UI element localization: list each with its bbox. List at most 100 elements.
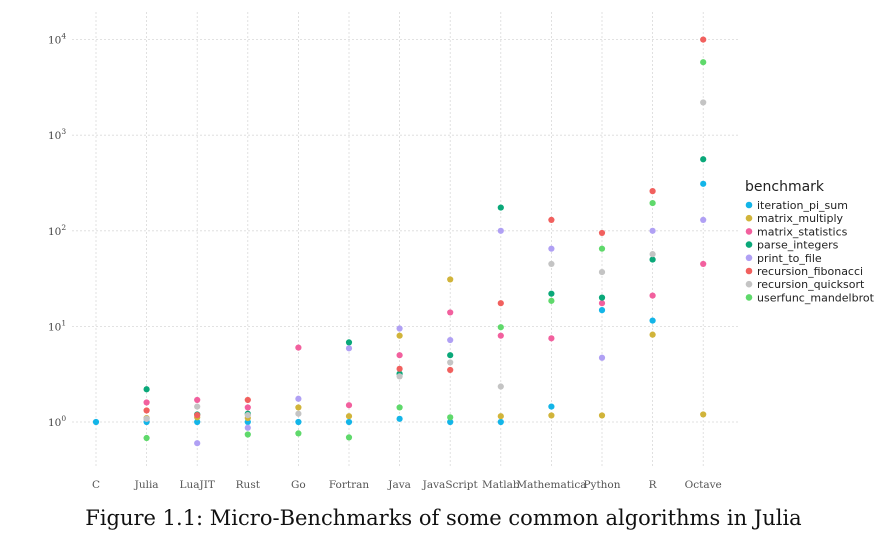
data-point-recursion-fibonacci <box>548 216 555 224</box>
data-point-print-to-file <box>295 395 302 402</box>
data-point-recursion-quicksort <box>700 99 707 106</box>
data-point-iteration-pi-sum <box>295 418 302 426</box>
x-tick-label: JavaScript <box>422 479 479 491</box>
data-point-matrix-statistics <box>194 396 201 404</box>
data-point-iteration-pi-sum <box>447 418 454 426</box>
legend-label: recursion_fibonacci <box>757 265 863 278</box>
data-point-userfunc-mandelbrot <box>295 430 302 437</box>
legend-label: matrix_multiply <box>757 212 844 225</box>
legend-label: recursion_quicksort <box>757 278 865 291</box>
data-point-userfunc-mandelbrot <box>396 404 403 411</box>
legend-label: parse_integers <box>757 239 839 252</box>
data-point-print-to-file <box>497 227 504 234</box>
data-point-recursion-fibonacci <box>447 366 454 374</box>
legend-swatch <box>745 267 753 275</box>
data-point-print-to-file <box>700 216 707 224</box>
data-point-parse-integers <box>598 294 606 301</box>
x-tick-label: Matlab <box>482 479 520 491</box>
legend-swatch <box>745 228 753 235</box>
legend-swatch <box>745 241 753 248</box>
data-point-parse-integers <box>649 256 656 263</box>
data-point-userfunc-mandelbrot <box>143 434 150 442</box>
data-point-recursion-quicksort <box>548 260 555 268</box>
data-point-recursion-quicksort <box>649 251 656 258</box>
data-point-print-to-file <box>598 354 606 361</box>
data-points <box>92 36 707 447</box>
data-point-iteration-pi-sum <box>92 418 100 426</box>
x-tick-label: Go <box>291 479 306 491</box>
data-point-matrix-multiply <box>497 413 504 420</box>
figure-caption: Figure 1.1: Micro-Benchmarks of some com… <box>85 506 802 530</box>
legend-swatch <box>745 280 753 288</box>
x-tick-label: Java <box>387 479 411 491</box>
data-point-matrix-multiply <box>598 412 606 419</box>
data-point-recursion-fibonacci <box>244 396 251 404</box>
data-point-print-to-file <box>396 325 403 332</box>
legend-label: iteration_pi_sum <box>757 199 848 212</box>
data-point-print-to-file <box>447 336 454 344</box>
x-tick-label: Octave <box>685 479 722 491</box>
data-point-recursion-fibonacci <box>649 188 656 195</box>
benchmark-scatter-chart: 100 101 102 103 104 C Julia LuaJIT Rust Go Fortra… <box>48 12 875 491</box>
y-tick-label: 104 <box>48 32 66 47</box>
data-point-matrix-statistics <box>244 404 251 411</box>
data-point-userfunc-mandelbrot <box>447 414 454 421</box>
y-tick-label: 102 <box>48 223 66 238</box>
data-point-userfunc-mandelbrot <box>598 245 606 252</box>
data-point-print-to-file <box>548 245 555 252</box>
data-point-recursion-fibonacci <box>598 229 606 237</box>
grid-lines <box>72 12 740 468</box>
data-point-matrix-statistics <box>295 344 302 351</box>
data-point-recursion-quicksort <box>143 415 150 422</box>
y-tick-label: 103 <box>48 127 66 142</box>
data-point-recursion-quicksort <box>497 383 504 390</box>
data-point-matrix-statistics <box>497 332 504 339</box>
data-point-matrix-statistics <box>548 335 555 342</box>
data-point-matrix-statistics <box>143 399 150 406</box>
data-point-print-to-file <box>345 345 353 352</box>
data-point-iteration-pi-sum <box>497 418 504 426</box>
data-point-recursion-quicksort <box>244 412 251 419</box>
data-point-parse-integers <box>700 156 707 163</box>
data-point-parse-integers <box>447 352 454 359</box>
data-point-userfunc-mandelbrot <box>700 59 707 66</box>
data-point-recursion-fibonacci <box>497 300 504 307</box>
data-point-userfunc-mandelbrot <box>345 434 353 441</box>
data-point-recursion-quicksort <box>295 410 302 417</box>
x-axis-ticks: C Julia LuaJIT Rust Go Fortran Java JavaScript M… <box>92 479 722 491</box>
data-point-matrix-multiply <box>447 276 454 283</box>
x-tick-label: Julia <box>134 479 159 491</box>
x-tick-label: LuaJIT <box>180 479 215 491</box>
legend-swatch <box>745 201 753 209</box>
data-point-matrix-multiply <box>396 332 403 339</box>
y-tick-label: 100 <box>48 414 66 429</box>
x-tick-label: Fortran <box>329 479 370 491</box>
data-point-recursion-fibonacci <box>396 365 403 372</box>
data-point-iteration-pi-sum <box>649 317 656 324</box>
data-point-iteration-pi-sum <box>345 418 353 426</box>
y-tick-label: 101 <box>48 318 66 333</box>
y-axis-ticks: 100 101 102 103 104 <box>48 32 66 429</box>
data-point-recursion-quicksort <box>396 373 403 380</box>
data-point-print-to-file <box>194 440 201 447</box>
x-tick-label: R <box>649 479 658 491</box>
legend: benchmark iteration_pi_summatrix_multipl… <box>745 179 875 304</box>
data-point-iteration-pi-sum <box>548 403 555 410</box>
data-point-iteration-pi-sum <box>396 415 403 422</box>
legend-swatch <box>745 294 753 301</box>
legend-label: print_to_file <box>757 252 822 265</box>
data-point-matrix-multiply <box>295 404 302 411</box>
data-point-print-to-file <box>649 227 656 234</box>
data-point-matrix-multiply <box>345 413 353 420</box>
legend-swatch <box>745 254 753 262</box>
legend-label: userfunc_mandelbrot <box>757 291 875 304</box>
data-point-parse-integers <box>548 290 555 297</box>
data-point-iteration-pi-sum <box>598 307 606 314</box>
data-point-iteration-pi-sum <box>700 180 707 187</box>
data-point-recursion-quicksort <box>447 359 454 366</box>
data-point-matrix-statistics <box>396 352 403 359</box>
x-tick-label: C <box>92 479 100 491</box>
data-point-userfunc-mandelbrot <box>497 324 504 331</box>
legend-label: matrix_statistics <box>757 225 848 238</box>
data-point-recursion-fibonacci <box>143 407 150 414</box>
